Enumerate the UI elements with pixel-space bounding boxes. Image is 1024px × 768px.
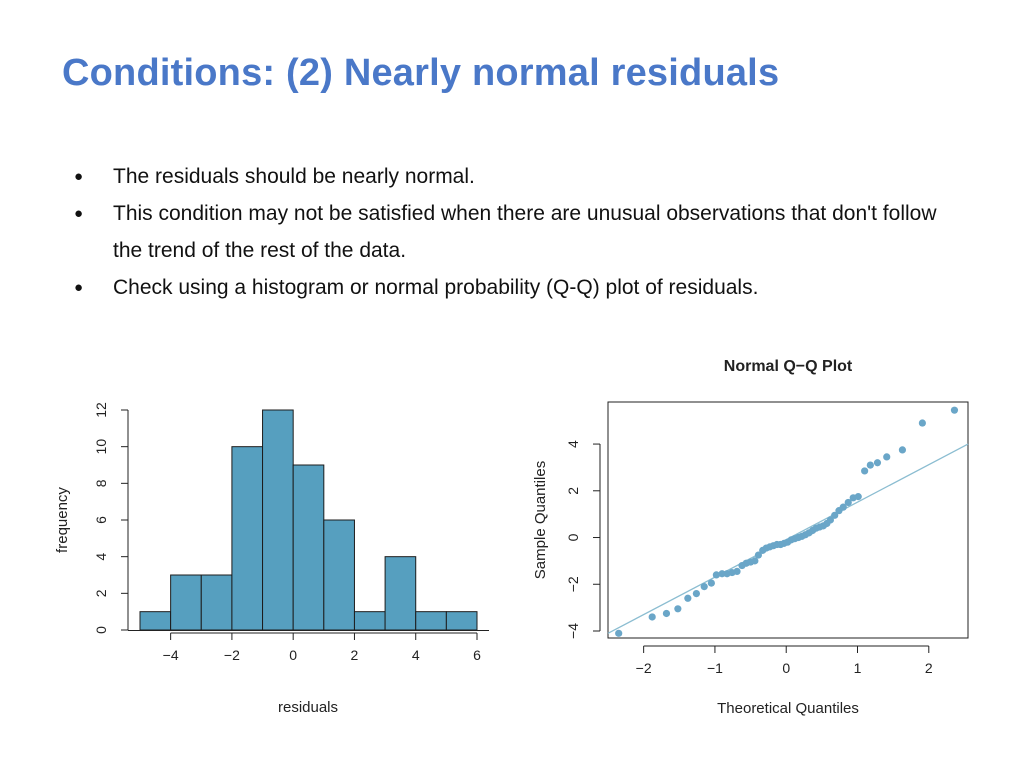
x-tick-label: 1: [854, 660, 862, 676]
y-tick-label: 6: [93, 516, 109, 524]
y-tick-label: 4: [565, 440, 581, 448]
bullet-text: This condition may not be satisfied when…: [113, 202, 937, 262]
qq-point: [950, 406, 959, 414]
y-tick-label: 10: [93, 439, 109, 455]
x-axis-title: residuals: [278, 699, 338, 716]
x-tick-label: 6: [473, 647, 481, 663]
y-axis-title: frequency: [54, 487, 71, 553]
qq-point: [692, 590, 700, 598]
y-tick-label: 12: [93, 402, 109, 418]
y-axis-title: Sample Quantiles: [532, 461, 549, 579]
qq-plot: Normal Q−Q Plot −2 −1 0 1 2 −4 −2 0 2 4 Theoretical…: [532, 358, 969, 717]
bullet-icon: ●: [74, 168, 84, 185]
histogram-bar: [353, 611, 386, 631]
qq-point: [866, 461, 874, 469]
histogram-bar: [323, 519, 355, 631]
qq-point: [700, 582, 708, 591]
qq-point: [861, 467, 869, 475]
y-tick-label: −4: [565, 623, 581, 639]
x-tick-label: 0: [289, 647, 297, 663]
y-tick-label: 4: [93, 553, 109, 561]
bullet-icon: ●: [74, 279, 84, 296]
bullet-text: Check using a histogram or normal probab…: [113, 276, 759, 299]
qq-point: [831, 511, 839, 519]
y-tick-label: 2: [93, 589, 109, 597]
x-axis-title: Theoretical Quantiles: [717, 700, 859, 717]
bullet-item: ● Check using a histogram or normal proba…: [72, 269, 952, 306]
bullet-icon: ●: [74, 205, 84, 222]
histogram-bar: [200, 574, 233, 631]
bullet-list: ● The residuals should be nearly normal. …: [72, 158, 952, 306]
x-tick-label: −2: [636, 660, 652, 676]
qq-point: [718, 570, 726, 578]
qq-point: [648, 613, 656, 621]
qq-point: [707, 579, 715, 587]
histogram-bar: [139, 611, 172, 631]
bullet-text: The residuals should be nearly normal.: [113, 165, 475, 188]
qq-point: [873, 459, 882, 467]
qq-point: [883, 453, 891, 461]
x-tick-label: 2: [925, 660, 933, 676]
qq-point: [733, 567, 741, 576]
histogram-bar: [170, 574, 202, 631]
y-tick-label: 8: [93, 479, 109, 487]
x-tick-label: 4: [412, 647, 420, 663]
x-tick-label: −2: [224, 647, 240, 663]
qq-point: [712, 571, 720, 579]
histogram-bar: [445, 611, 478, 631]
x-tick-label: −1: [707, 660, 723, 676]
qq-point: [839, 503, 847, 511]
residuals-histogram: −4 −2 0 2 4 6 0 2 4 6 8 10 12 residuals frequency: [54, 402, 489, 716]
histogram-bar: [262, 409, 294, 631]
qq-point: [918, 419, 926, 427]
histogram-bar: [384, 556, 417, 631]
chart-title: Normal Q−Q Plot: [724, 358, 853, 375]
qq-point: [674, 605, 682, 613]
x-tick-label: 0: [782, 660, 790, 676]
histogram-bar: [292, 464, 325, 631]
qq-point: [898, 446, 907, 454]
qq-point: [751, 557, 759, 565]
slide-title: Conditions: (2) Nearly normal residuals: [62, 52, 780, 94]
histogram-bar: [231, 446, 264, 631]
qq-point: [844, 498, 852, 507]
y-tick-label: −2: [565, 576, 581, 592]
qq-point: [826, 516, 835, 524]
x-tick-label: −4: [163, 647, 179, 663]
y-tick-label: 0: [93, 626, 109, 634]
qq-point: [684, 594, 692, 602]
plot-frame: [607, 401, 969, 639]
qq-point: [662, 609, 671, 618]
y-tick-label: 0: [565, 533, 581, 541]
qq-point: [854, 493, 862, 501]
qq-point: [754, 551, 763, 559]
bullet-item: ● The residuals should be nearly normal.: [72, 158, 952, 195]
x-tick-label: 2: [351, 647, 359, 663]
qq-point: [615, 629, 623, 637]
y-tick-label: 2: [565, 487, 581, 495]
bullet-item: ● This condition may not be satisfied whe…: [72, 195, 952, 269]
histogram-bar: [415, 611, 447, 631]
